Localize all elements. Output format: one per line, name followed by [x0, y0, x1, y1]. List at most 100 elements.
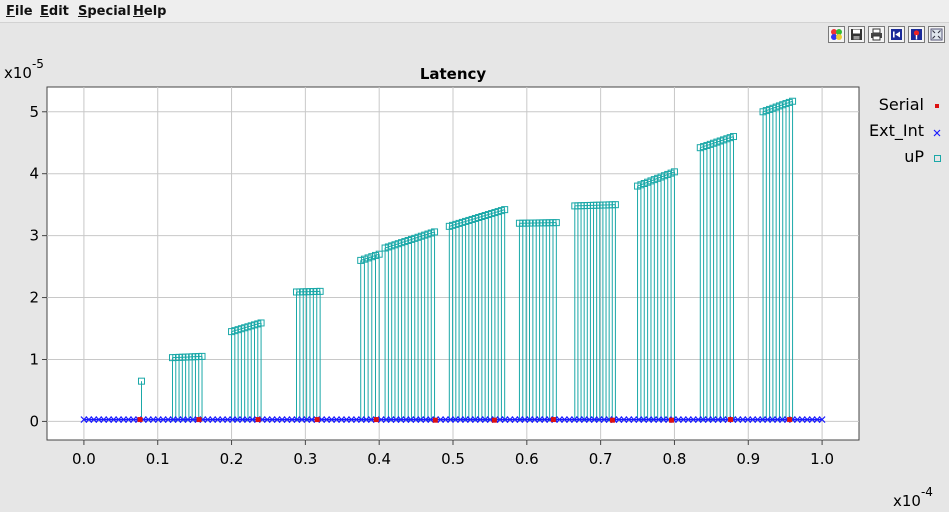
ext-int-point	[442, 416, 449, 423]
ext-int-point	[328, 416, 336, 423]
legend-marker-up	[934, 155, 941, 162]
up-point	[384, 243, 392, 251]
up-point	[417, 232, 425, 240]
up-point	[182, 353, 190, 361]
ext-int-point	[179, 416, 187, 423]
ext-int-point	[382, 416, 390, 423]
ext-int-point	[130, 416, 137, 423]
up-point	[375, 250, 383, 258]
serial-point	[609, 417, 615, 423]
print-icon[interactable]	[868, 26, 885, 43]
ext-int-point	[422, 416, 430, 423]
up-point	[583, 202, 591, 210]
ext-int-point	[793, 416, 801, 423]
up-point	[172, 353, 180, 361]
x-tick-label: 0.6	[515, 450, 539, 468]
y-tick-label: 4	[29, 165, 39, 183]
ext-int-point	[209, 416, 217, 423]
legend-marker-ext-int	[933, 129, 941, 137]
serial-point	[137, 417, 143, 423]
ext-int-point	[258, 416, 266, 423]
up-point	[611, 201, 619, 209]
serial-point	[196, 417, 202, 423]
ext-int-point	[169, 416, 177, 423]
save-icon[interactable]	[848, 26, 865, 43]
up-point	[769, 104, 777, 112]
up-point	[637, 181, 645, 189]
serial-point	[787, 417, 793, 423]
ext-int-point	[323, 416, 331, 423]
up-point	[424, 230, 432, 238]
ext-int-point	[739, 416, 747, 423]
serial-point	[669, 417, 675, 423]
ext-int-point	[199, 416, 207, 423]
up-top-line	[637, 184, 642, 187]
up-point	[515, 219, 523, 227]
up-top-line	[700, 146, 704, 149]
legend-label-up: uP	[904, 147, 924, 166]
ext-int-point	[125, 416, 132, 423]
ext-int-point	[447, 416, 454, 423]
menu-edit-mnemonic: E	[40, 4, 49, 19]
ext-int-point	[561, 416, 568, 423]
up-top-line	[716, 140, 721, 143]
up-top-line	[484, 214, 489, 217]
up-point	[700, 143, 708, 151]
up-point	[775, 102, 783, 110]
ext-int-point	[699, 416, 707, 423]
y-tick-label: 1	[29, 350, 39, 368]
ext-int-point	[139, 416, 147, 423]
ext-int-point	[149, 416, 157, 423]
toolbar	[828, 26, 945, 46]
up-top-line	[421, 234, 425, 237]
ext-int-point	[496, 416, 504, 423]
ext-int-point	[580, 416, 588, 423]
up-top-line	[417, 235, 422, 238]
menu-file[interactable]: File	[6, 4, 33, 19]
ext-int-point	[660, 416, 667, 423]
ext-int-point	[244, 416, 251, 423]
menu-help[interactable]: Help	[133, 4, 166, 19]
y-multiplier: x10-5	[4, 57, 44, 82]
up-top-line	[491, 212, 496, 215]
up-point	[640, 179, 648, 187]
ext-int-point	[263, 416, 271, 423]
up-top-line	[670, 171, 675, 174]
ext-int-point	[670, 416, 677, 423]
up-point	[427, 229, 435, 237]
ext-int-point	[204, 416, 212, 423]
ext-int-point	[283, 416, 291, 423]
menu-bar: File Edit Special Help	[0, 0, 949, 23]
menu-edit[interactable]: Edit	[40, 4, 69, 19]
up-point	[522, 219, 530, 227]
menu-special[interactable]: Special	[78, 4, 131, 19]
up-point	[178, 353, 186, 361]
up-top-line	[647, 180, 652, 183]
ext-int-point	[724, 416, 732, 423]
ext-int-point	[377, 416, 385, 423]
up-top-line	[475, 217, 479, 219]
up-point	[789, 97, 797, 105]
up-point	[529, 219, 537, 227]
up-point	[407, 235, 415, 243]
up-point	[608, 201, 616, 209]
ext-int-point	[575, 416, 583, 423]
ext-int-point	[590, 416, 598, 423]
fit-view-icon[interactable]	[928, 26, 945, 43]
ext-int-point	[605, 416, 613, 423]
up-point	[726, 134, 734, 142]
up-point	[388, 242, 396, 250]
up-top-line	[244, 326, 249, 329]
first-frame-icon[interactable]	[888, 26, 905, 43]
palette-icon[interactable]	[828, 26, 845, 43]
menu-help-label: elp	[143, 4, 167, 19]
serial-point	[373, 417, 379, 423]
up-top-line	[667, 172, 672, 175]
ext-int-point	[551, 416, 558, 423]
up-point	[431, 228, 439, 236]
y-tick-label: 2	[29, 289, 39, 307]
up-point	[710, 139, 718, 147]
marker-tool-icon[interactable]	[908, 26, 925, 43]
ext-int-point	[744, 416, 752, 423]
ext-int-point	[135, 416, 142, 423]
